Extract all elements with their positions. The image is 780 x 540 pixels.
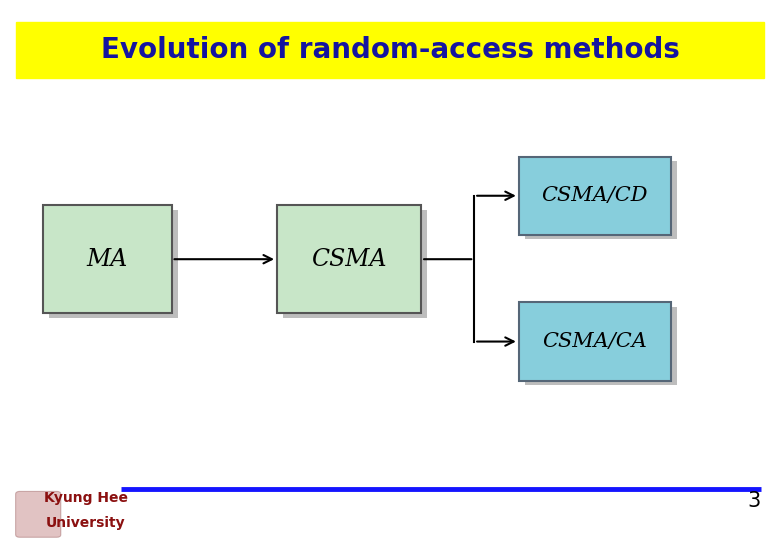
Text: CSMA/CD: CSMA/CD xyxy=(541,186,648,205)
Text: CSMA/CA: CSMA/CA xyxy=(542,332,647,351)
FancyBboxPatch shape xyxy=(519,302,671,381)
FancyBboxPatch shape xyxy=(16,22,764,78)
Text: University: University xyxy=(46,516,126,530)
FancyBboxPatch shape xyxy=(16,491,61,537)
Text: CSMA: CSMA xyxy=(311,248,387,271)
FancyBboxPatch shape xyxy=(283,210,427,318)
FancyBboxPatch shape xyxy=(49,210,178,318)
Text: Evolution of random-access methods: Evolution of random-access methods xyxy=(101,36,679,64)
FancyBboxPatch shape xyxy=(43,205,172,313)
FancyBboxPatch shape xyxy=(277,205,421,313)
FancyBboxPatch shape xyxy=(525,307,677,385)
Text: 3: 3 xyxy=(747,491,760,511)
FancyBboxPatch shape xyxy=(525,161,677,239)
FancyBboxPatch shape xyxy=(519,157,671,235)
Text: MA: MA xyxy=(87,248,128,271)
Text: Kyung Hee: Kyung Hee xyxy=(44,491,128,505)
